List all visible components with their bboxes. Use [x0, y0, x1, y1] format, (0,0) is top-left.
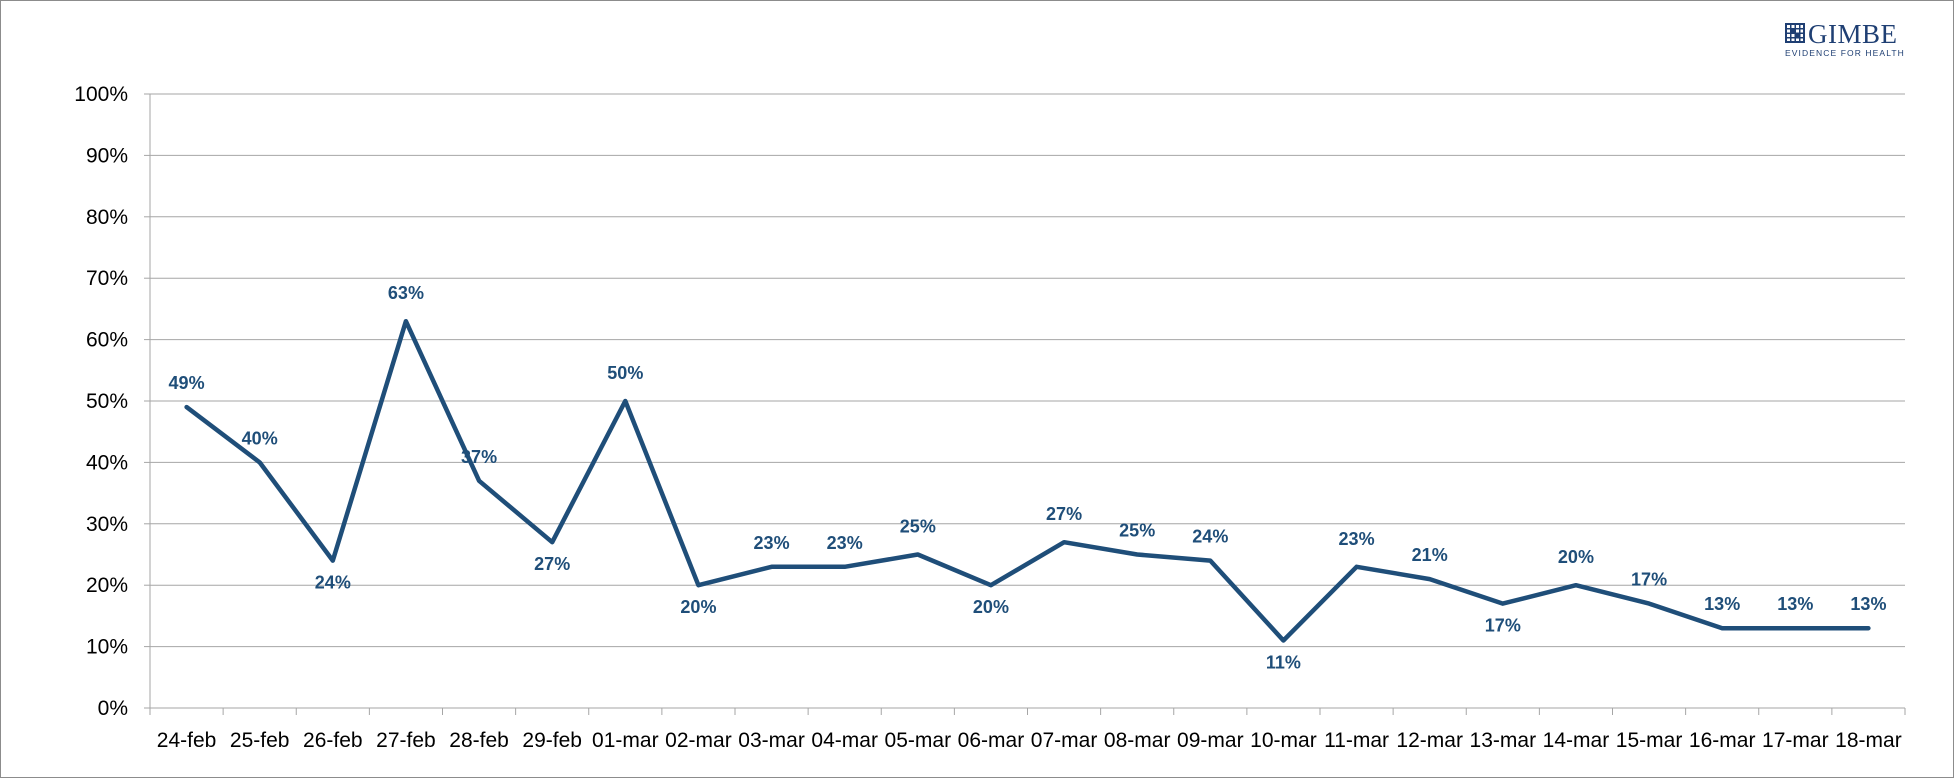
x-tick-label: 06-mar [958, 729, 1025, 752]
data-label: 63% [388, 283, 424, 303]
data-label: 13% [1704, 594, 1740, 614]
y-tick-label: 20% [86, 574, 128, 597]
data-label: 27% [534, 554, 570, 574]
data-label: 13% [1850, 594, 1886, 614]
x-tick-label: 26-feb [303, 729, 363, 752]
data-label: 23% [1339, 529, 1375, 549]
series-line [184, 318, 1871, 643]
data-label: 50% [607, 363, 643, 383]
x-tick-label: 10-mar [1250, 729, 1317, 752]
data-label: 24% [315, 573, 351, 593]
data-label: 20% [1558, 547, 1594, 567]
x-tick-label: 07-mar [1031, 729, 1098, 752]
x-tick-label: 03-mar [738, 729, 805, 752]
data-label: 20% [973, 597, 1009, 617]
x-tick-label: 12-mar [1396, 729, 1463, 752]
y-tick-label: 80% [86, 206, 128, 229]
y-tick-label: 70% [86, 267, 128, 290]
gimbe-logo: GIMBE EVIDENCE FOR HEALTH [1785, 20, 1915, 64]
logo-tagline: EVIDENCE FOR HEALTH [1785, 48, 1905, 58]
logo-grid-icon [1785, 23, 1805, 43]
data-labels: 49% 40% 24% 63% 37% 27% 50% 20% 23% 23% 25% 20% 27% 2… [169, 283, 1887, 672]
x-tick-label: 01-mar [592, 729, 659, 752]
y-tick-label: 60% [86, 329, 128, 352]
x-tick-label: 04-mar [811, 729, 878, 752]
y-tick-label: 90% [86, 144, 128, 167]
x-tick-label: 16-mar [1689, 729, 1756, 752]
y-tick-label: 10% [86, 636, 128, 659]
y-tick-label: 100% [74, 83, 128, 106]
x-tick-label: 08-mar [1104, 729, 1171, 752]
data-label: 37% [461, 447, 497, 467]
data-label: 23% [827, 533, 863, 553]
x-tick-label: 11-mar [1324, 729, 1389, 752]
x-tick-label: 25-feb [230, 729, 290, 752]
data-label: 25% [900, 517, 936, 537]
data-label: 17% [1485, 616, 1521, 636]
x-tick-label: 18-mar [1835, 729, 1902, 752]
y-axis-ticks: 0% 10% 20% 30% 40% 50% 60% 70% 80% 90% 100% [74, 83, 128, 720]
axes [144, 93, 1906, 715]
x-tick-label: 13-mar [1470, 729, 1537, 752]
data-label: 40% [242, 428, 278, 448]
x-axis-ticks: 24-feb 25-feb 26-feb 27-feb 28-feb 29-feb 01-m… [157, 729, 1902, 752]
data-label: 24% [1192, 527, 1228, 547]
data-label: 25% [1119, 521, 1155, 541]
x-tick-label: 14-mar [1543, 729, 1610, 752]
data-label: 21% [1412, 545, 1448, 565]
y-tick-label: 30% [86, 513, 128, 536]
data-label: 13% [1777, 594, 1813, 614]
x-tick-label: 02-mar [665, 729, 732, 752]
x-tick-label: 27-feb [376, 729, 436, 752]
data-label: 17% [1631, 570, 1667, 590]
data-label: 11% [1266, 652, 1301, 672]
x-tick-label: 24-feb [157, 729, 217, 752]
data-label: 23% [754, 533, 790, 553]
data-label: 49% [169, 373, 205, 393]
y-tick-label: 0% [98, 697, 128, 720]
x-tick-label: 05-mar [885, 729, 952, 752]
logo-wordmark: GIMBE [1808, 19, 1898, 49]
y-tick-label: 50% [86, 390, 128, 413]
data-label: 27% [1046, 504, 1082, 524]
x-tick-label: 28-feb [449, 729, 509, 752]
series-layer [184, 318, 1871, 643]
x-tick-label: 15-mar [1616, 729, 1683, 752]
x-tick-label: 17-mar [1762, 729, 1829, 752]
x-tick-label: 29-feb [522, 729, 582, 752]
x-tick-label: 09-mar [1177, 729, 1244, 752]
y-tick-label: 40% [86, 451, 128, 474]
data-label: 20% [680, 597, 716, 617]
